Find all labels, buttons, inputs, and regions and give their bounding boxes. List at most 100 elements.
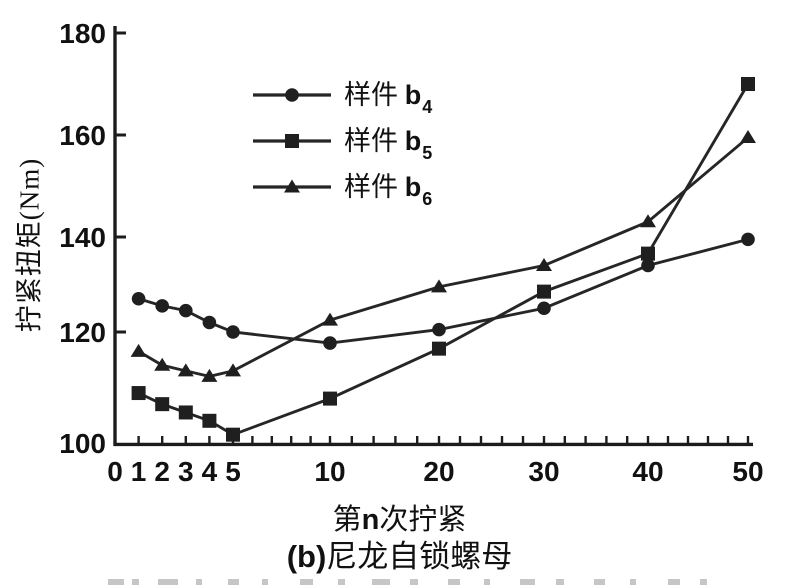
legend-item-b4: 样件 b4 <box>252 78 432 117</box>
x-axis-title-n: n <box>361 504 380 536</box>
x-tick-label: 20 <box>423 456 454 487</box>
cutoff-text-mark <box>196 579 202 585</box>
cutoff-text-mark <box>108 579 124 585</box>
series-b5-marker <box>202 413 217 428</box>
square-marker-icon <box>253 133 331 148</box>
cutoff-text-mark <box>556 579 564 585</box>
series-b5-marker <box>131 386 146 401</box>
y-tick-label: 100 <box>59 428 106 459</box>
y-tick-label: 140 <box>59 222 106 253</box>
cutoff-text-mark <box>372 579 390 585</box>
series-b5-line <box>137 83 750 437</box>
cutoff-text-mark <box>448 579 460 585</box>
series-b6-marker <box>740 130 756 144</box>
series-b5-marker <box>178 405 193 420</box>
series-b4-marker <box>432 322 446 337</box>
cutoff-text-mark <box>132 579 139 585</box>
cutoff-text-mark <box>700 579 707 585</box>
x-tick-label: 50 <box>732 456 763 487</box>
figure-caption: (b)尼龙自锁螺母 <box>0 531 799 576</box>
x-tick-label: 3 <box>178 456 194 487</box>
y-tick-label: 120 <box>59 317 106 348</box>
y-axis-title: 拧紧扭矩(Nm) <box>14 157 45 333</box>
series-b4-marker <box>537 301 551 316</box>
legend-label-subscript: 5 <box>422 142 433 163</box>
series-b6-marker <box>322 312 338 326</box>
legend-label-symbol: b <box>404 80 422 111</box>
x-tick-label: 4 <box>202 456 218 487</box>
cutoff-text-fragment <box>0 578 799 586</box>
series-b5-marker <box>641 246 655 261</box>
cutoff-text-mark <box>520 579 535 585</box>
series-b4-line <box>138 237 749 345</box>
series-b6-marker <box>431 279 447 293</box>
legend-label-text: 样件 <box>344 172 405 203</box>
x-tick-label: 0 <box>107 456 123 487</box>
cutoff-text-mark <box>300 579 313 585</box>
axis-spines <box>113 26 753 447</box>
series-b6-marker <box>640 214 656 228</box>
series-b5-marker <box>323 391 337 406</box>
cutoff-text-mark <box>630 579 636 585</box>
series-b4-marker <box>179 303 193 318</box>
series-b6-marker <box>130 343 147 357</box>
legend-label: 样件 b5 <box>344 119 433 163</box>
series-b6-marker <box>536 258 552 271</box>
legend-label-subscript: 6 <box>422 188 433 209</box>
series-b6-marker <box>154 357 171 371</box>
y-tick-label: 160 <box>59 120 106 151</box>
series-b5-marker <box>226 427 240 442</box>
cutoff-text-mark <box>668 579 680 585</box>
x-axis-title-pre: 第 <box>332 504 362 536</box>
series-b5-marker <box>741 77 755 91</box>
caption-text: 尼龙自锁螺母 <box>326 539 513 574</box>
legend-square-marker <box>285 133 299 148</box>
cutoff-text-mark <box>338 579 345 585</box>
x-tick-label: 10 <box>314 456 345 487</box>
series-b4-marker <box>202 315 217 330</box>
legend-triangle-marker <box>284 179 300 192</box>
caption-index: (b) <box>286 539 327 574</box>
cutoff-text-mark <box>262 579 268 585</box>
cutoff-text-mark <box>410 579 418 585</box>
legend-circle-marker <box>285 87 299 102</box>
x-tick-label: 2 <box>154 456 170 487</box>
legend-label-text: 样件 <box>344 80 405 111</box>
series-b6-marker <box>201 368 218 382</box>
cutoff-text-mark <box>484 579 490 585</box>
legend-label-symbol: b <box>404 172 422 203</box>
series-b5-marker <box>432 341 446 356</box>
x-tick-label: 30 <box>528 456 559 487</box>
x-tick-label: 1 <box>131 456 147 487</box>
series-b5-marker <box>155 397 170 412</box>
cutoff-text-mark <box>158 579 178 585</box>
legend-label-subscript: 4 <box>422 96 433 117</box>
x-axis-title: 第n次拧紧 <box>0 496 799 538</box>
cutoff-text-mark <box>228 579 239 585</box>
legend: 样件 b4 样件 b5 样件 b6 <box>252 78 432 216</box>
legend-label-text: 样件 <box>344 126 405 157</box>
series-b4-marker <box>131 291 146 306</box>
legend-label: 样件 b4 <box>344 73 433 117</box>
x-axis-title-post: 次拧紧 <box>379 504 467 536</box>
y-tick-label: 180 <box>59 18 106 49</box>
series-b6-line <box>137 136 749 378</box>
series-b6-marker <box>177 363 194 377</box>
x-tick-label: 40 <box>632 456 663 487</box>
series-b4-marker <box>323 336 337 350</box>
series-b4-marker <box>641 258 655 273</box>
legend-item-b6: 样件 b6 <box>252 170 432 209</box>
series-b6-marker <box>225 363 241 377</box>
series-b4-marker <box>155 299 169 313</box>
legend-item-b5: 样件 b5 <box>252 124 432 163</box>
circle-marker-icon <box>253 87 331 102</box>
series-b4-marker <box>741 232 755 247</box>
x-tick-label: 5 <box>225 456 241 487</box>
series-b4-marker <box>226 325 240 339</box>
triangle-marker-icon <box>253 179 331 192</box>
series-b5-marker <box>537 284 551 299</box>
cutoff-text-mark <box>594 579 605 585</box>
legend-label-symbol: b <box>404 126 422 157</box>
